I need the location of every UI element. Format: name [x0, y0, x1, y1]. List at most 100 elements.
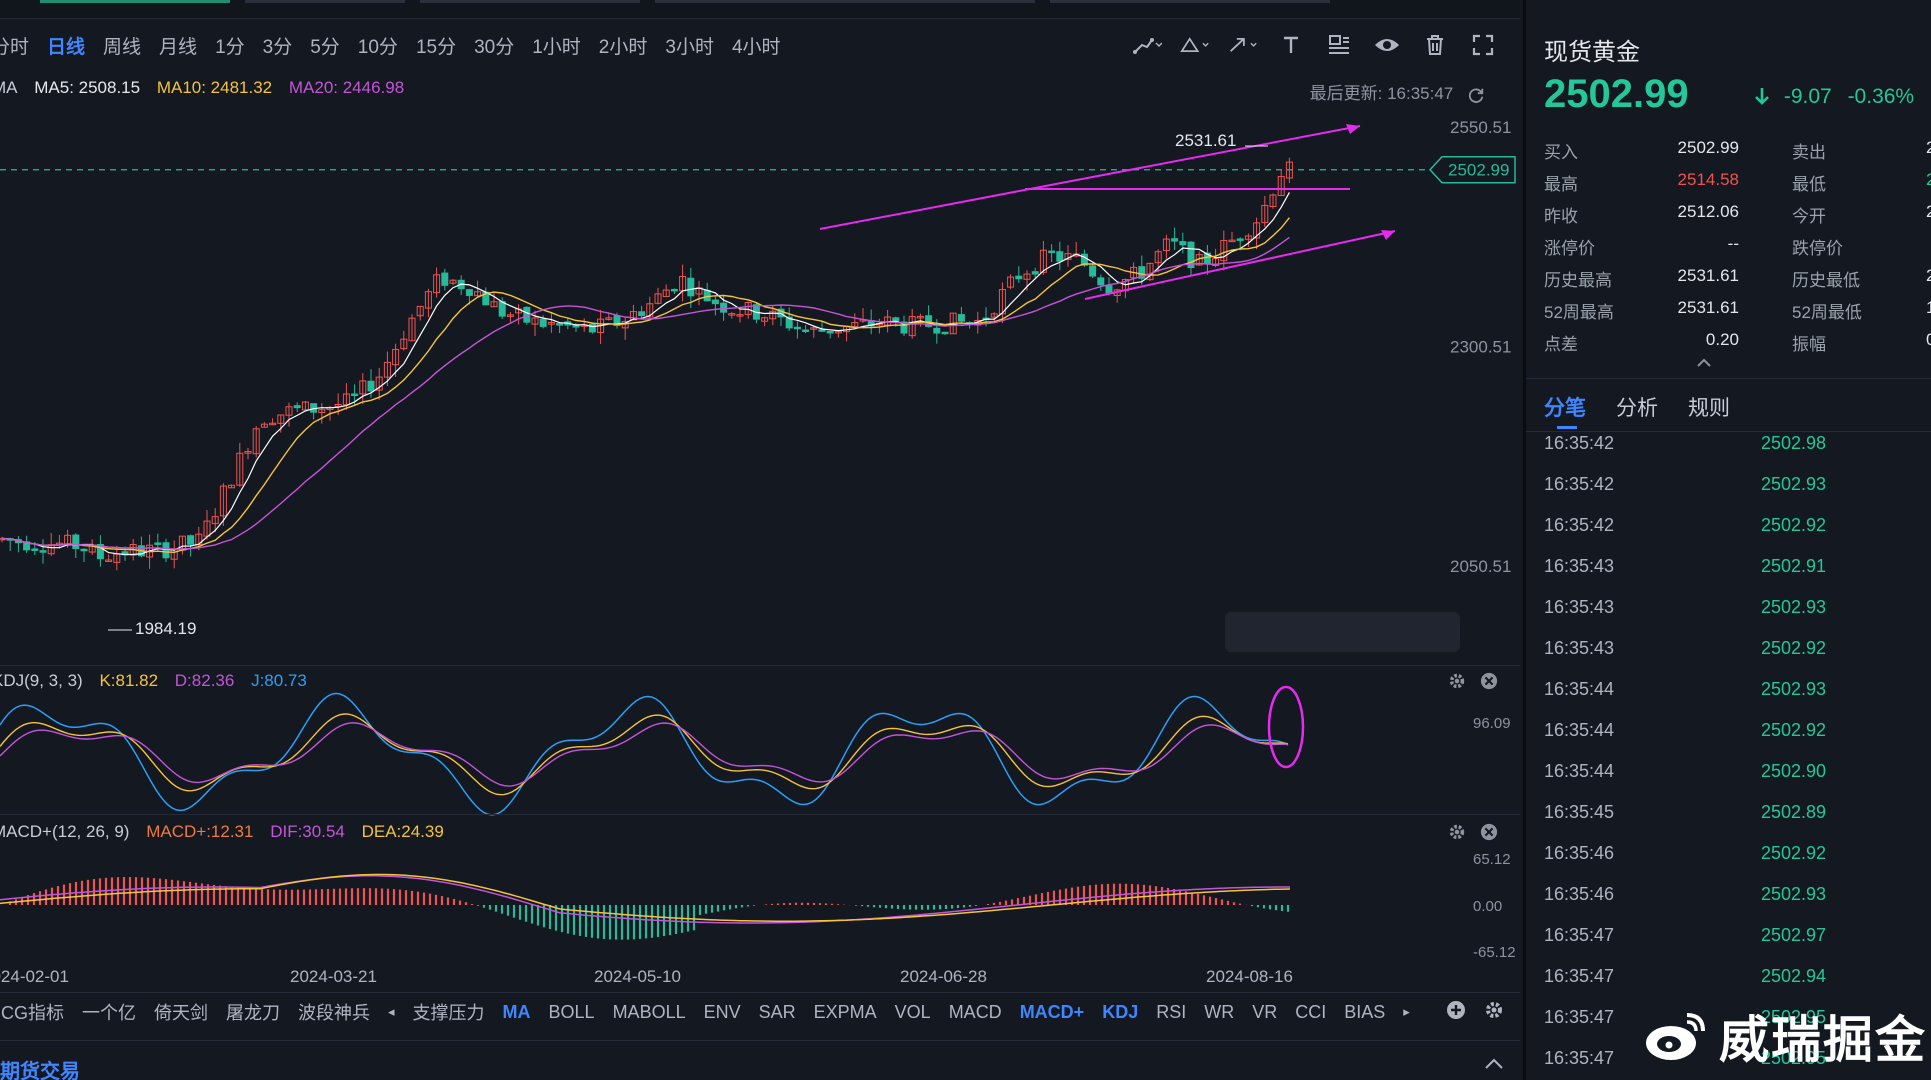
scroll-right-icon[interactable]: ▸	[1403, 1004, 1410, 1019]
fullscreen-icon[interactable]	[1468, 30, 1498, 60]
candle	[416, 305, 424, 321]
quote-value: 2531.61	[1677, 298, 1739, 317]
chevron-up-icon[interactable]	[1484, 1057, 1504, 1071]
macd-dea-line	[0, 873, 1291, 922]
indicator-4[interactable]: 波段神兵	[298, 1003, 370, 1023]
refresh-icon[interactable]	[1466, 86, 1486, 104]
candle	[285, 402, 293, 427]
shape-triangle-icon[interactable]	[1180, 30, 1210, 60]
indicator-14[interactable]: MACD+	[1019, 1001, 1085, 1022]
gear-icon[interactable]	[1448, 672, 1466, 690]
candle	[23, 535, 31, 553]
quote-label: 历史最低	[1792, 271, 1860, 290]
macd-legend: MACD+(12, 26, 9) MACD+:12.31 DIF:30.54 D…	[0, 822, 456, 842]
indicator-11[interactable]: EXPMA	[813, 1001, 877, 1022]
timeframe-6[interactable]: 5分	[310, 36, 340, 58]
candle	[433, 267, 441, 298]
candle	[1285, 157, 1293, 183]
timeframe-4[interactable]: 1分	[215, 36, 245, 58]
tab-2[interactable]: 规则	[1688, 397, 1730, 420]
timeframe-bar: 分时 日线 周线 月线 1分 3分 5分 10分 15分 30分 1小时 2小时 3小时 4小时	[0, 28, 790, 62]
timeframe-12[interactable]: 3小时	[665, 36, 714, 58]
indicator-1[interactable]: 一个亿	[82, 1003, 136, 1023]
draw-line-icon[interactable]	[1132, 30, 1162, 60]
settings-list-icon[interactable]	[1324, 30, 1354, 60]
tick-time: 16:35:47	[1544, 966, 1615, 986]
timeframe-5[interactable]: 3分	[262, 36, 293, 58]
indicator-7[interactable]: BOLL	[548, 1001, 595, 1022]
kdj-k: K:81.82	[99, 671, 159, 690]
macd-dea: DEA:24.39	[361, 822, 444, 841]
macd-axis-label: 65.12	[1473, 851, 1511, 868]
indicator-6[interactable]: MA	[502, 1001, 531, 1022]
tick-time: 16:35:44	[1544, 720, 1615, 740]
candle	[1015, 266, 1023, 283]
indicator-19[interactable]: CCI	[1295, 1001, 1327, 1022]
ma-legend: MA MA5: 2508.15 MA10: 2481.32 MA20: 2446…	[0, 78, 416, 98]
indicator-20[interactable]: BIAS	[1344, 1001, 1386, 1022]
candle	[72, 533, 80, 558]
timeframe-10[interactable]: 1小时	[532, 36, 581, 58]
indicator-16[interactable]: RSI	[1156, 1001, 1187, 1022]
quote-label: 最低	[1792, 175, 1826, 194]
ma20-value: MA20: 2446.98	[288, 78, 405, 97]
candle	[1261, 196, 1269, 227]
candle	[1138, 255, 1146, 285]
timeframe-0[interactable]: 分时	[0, 36, 30, 58]
quote-value: 250	[1926, 138, 1931, 158]
close-icon[interactable]	[1480, 823, 1498, 841]
timeframe-1[interactable]: 日线	[47, 36, 86, 58]
quote-value: 0	[1926, 330, 1931, 350]
timeframe-8[interactable]: 15分	[415, 36, 457, 58]
indicator-13[interactable]: MACD	[948, 1001, 1002, 1022]
eye-icon[interactable]	[1372, 30, 1402, 60]
tick-row: 16:35:44 2502.92	[1544, 720, 1924, 760]
candle	[531, 310, 539, 336]
tick-time: 16:35:42	[1544, 515, 1615, 535]
chevron-up-icon[interactable]	[1696, 358, 1712, 368]
timeframe-13[interactable]: 4小时	[731, 36, 781, 58]
candle	[744, 301, 752, 319]
top-tab-strip	[0, 0, 1520, 19]
gear-icon[interactable]	[1448, 823, 1466, 841]
timeframe-2[interactable]: 周线	[103, 36, 142, 58]
tick-time: 16:35:43	[1544, 556, 1615, 576]
indicator-3[interactable]: 屠龙刀	[226, 1003, 280, 1023]
tick-price: 2502.91	[1761, 556, 1827, 576]
add-indicator-icon[interactable]	[1437, 1000, 1475, 1025]
timeframe-9[interactable]: 30分	[474, 36, 515, 58]
indicator-0[interactable]: CG指标	[1, 1003, 64, 1023]
quote-label: 52周最高	[1544, 303, 1614, 322]
timeframe-11[interactable]: 2小时	[598, 36, 648, 58]
timeframe-3[interactable]: 月线	[159, 36, 198, 58]
timeframe-7[interactable]: 10分	[357, 36, 398, 58]
quote-value: 251	[1926, 202, 1931, 222]
indicator-15[interactable]: KDJ	[1102, 1001, 1139, 1022]
candle	[293, 402, 301, 413]
indicator-17[interactable]: WR	[1204, 1001, 1235, 1022]
arrow-tool-icon[interactable]	[1228, 30, 1258, 60]
text-tool-icon[interactable]	[1276, 30, 1306, 60]
candle	[867, 309, 875, 335]
indicator-18[interactable]: VR	[1252, 1001, 1278, 1022]
indicator-8[interactable]: MABOLL	[612, 1001, 686, 1022]
high-marker: 2531.61	[1175, 131, 1268, 150]
candle	[547, 312, 555, 333]
tab-1[interactable]: 分析	[1616, 397, 1658, 420]
scroll-left-icon[interactable]: ◂	[388, 1004, 395, 1019]
candle	[826, 330, 834, 339]
indicator-5[interactable]: 支撑压力	[412, 1003, 485, 1023]
indicator-2[interactable]: 倚天剑	[154, 1003, 208, 1023]
gear-icon[interactable]	[1475, 1000, 1513, 1025]
indicator-10[interactable]: SAR	[758, 1001, 796, 1022]
indicator-12[interactable]: VOL	[894, 1001, 931, 1022]
tick-price: 2502.89	[1761, 802, 1827, 822]
tab-0[interactable]: 分笔	[1544, 397, 1586, 420]
trash-icon[interactable]	[1420, 30, 1450, 60]
candle	[441, 268, 449, 291]
footer-title[interactable]: 期货交易	[0, 1061, 80, 1080]
candle	[597, 309, 605, 344]
indicator-9[interactable]: ENV	[703, 1001, 741, 1022]
close-icon[interactable]	[1480, 672, 1498, 690]
candle	[1244, 233, 1252, 247]
